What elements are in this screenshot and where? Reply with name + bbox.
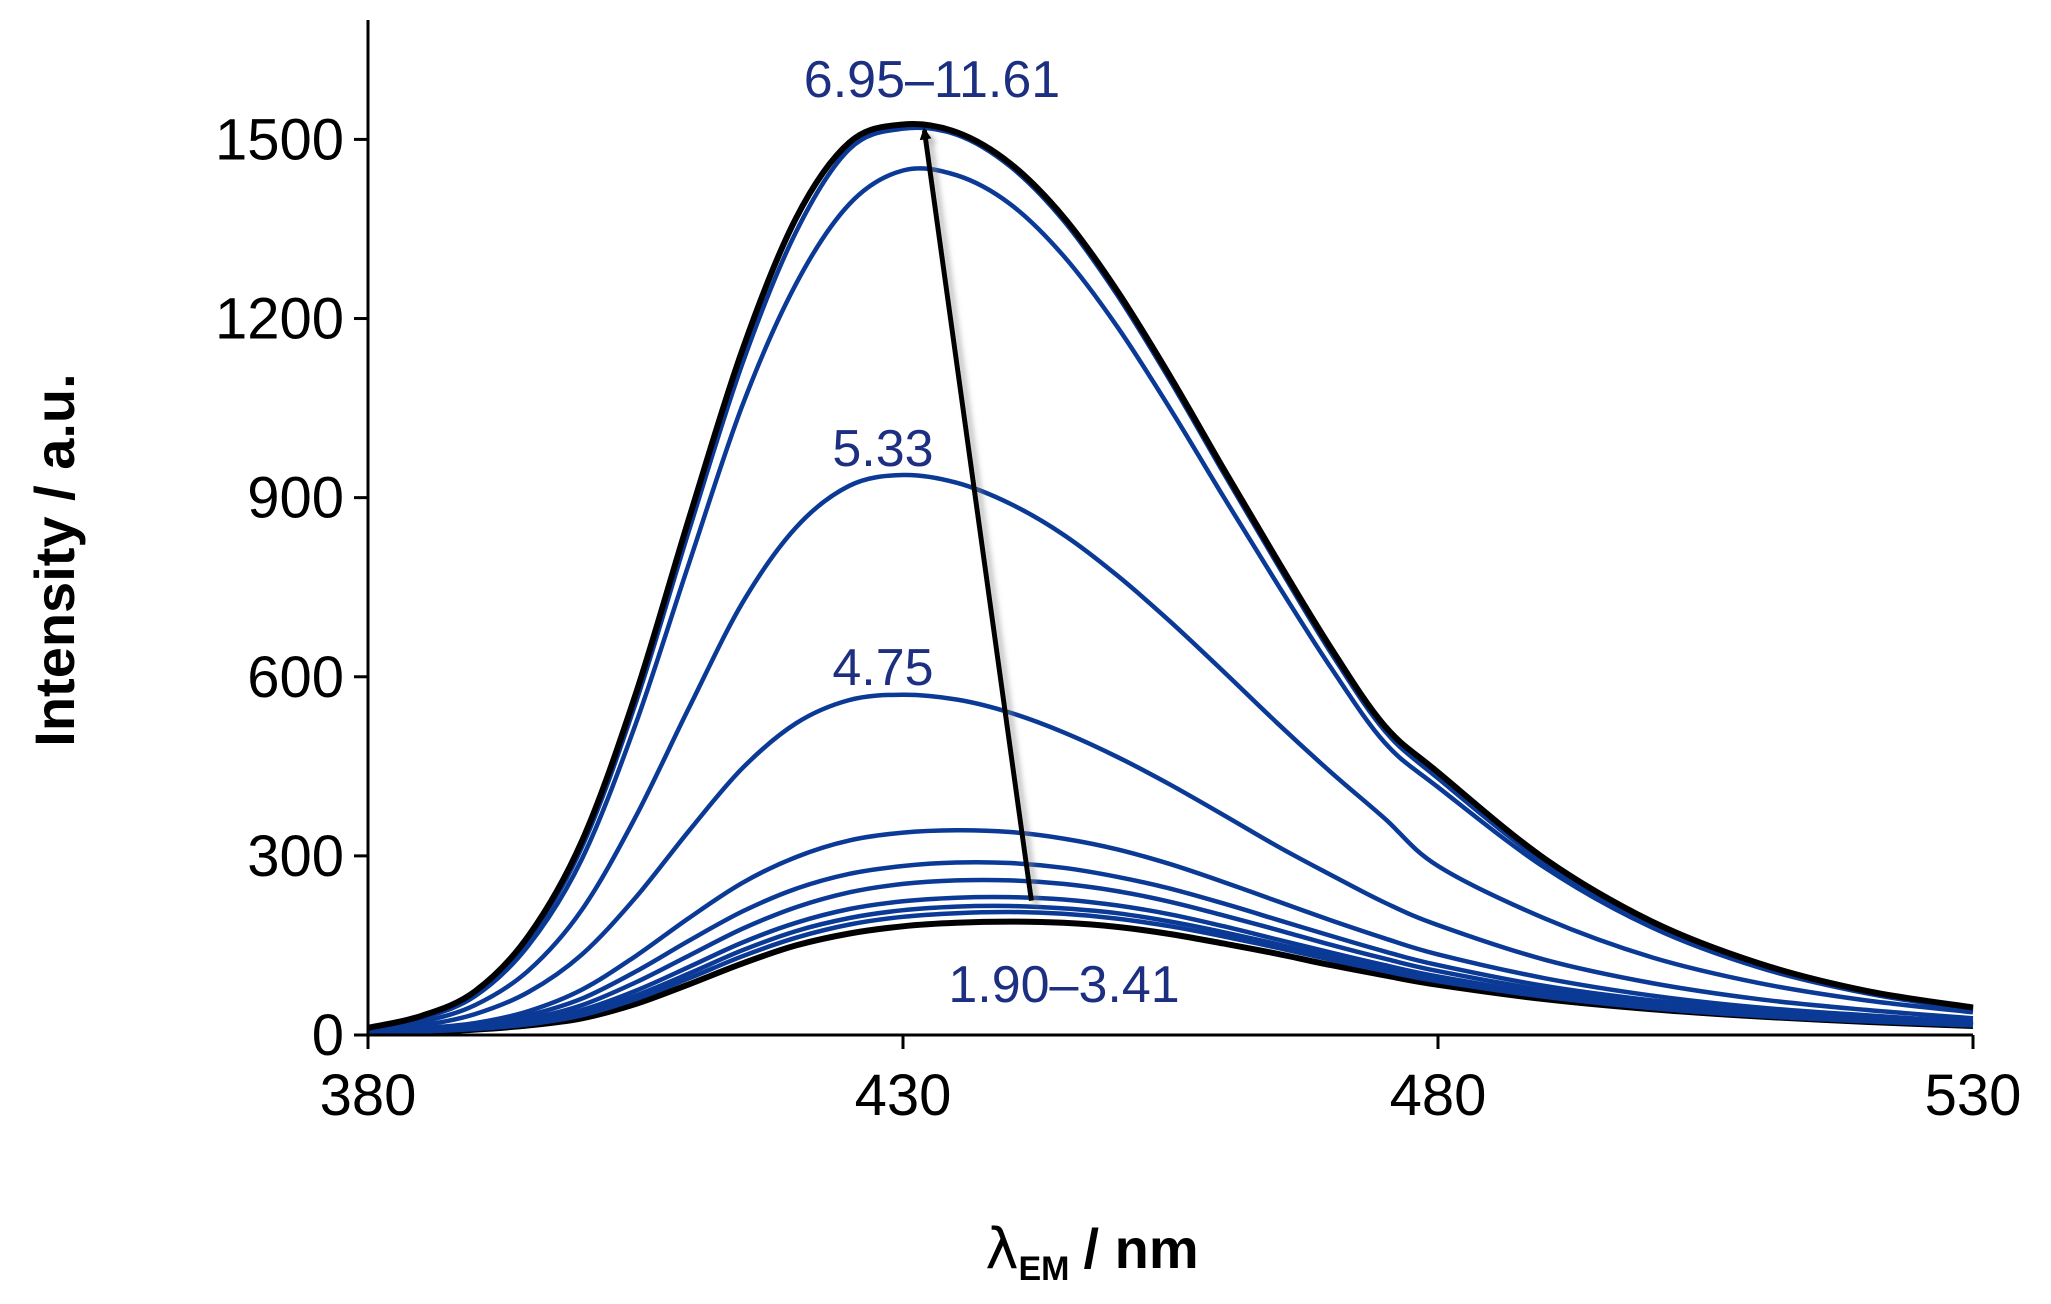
series-line-7 — [367, 692, 1974, 1034]
series-line-3 — [367, 894, 1974, 1036]
x-tick-label-430: 430 — [855, 1063, 952, 1128]
series-line-6 — [367, 827, 1974, 1035]
y-tick-label-1200: 1200 — [215, 287, 344, 352]
y-tick-label-300: 300 — [247, 824, 344, 889]
annotation-label-2: 4.75 — [832, 639, 933, 697]
axes-layer — [366, 20, 1973, 1037]
annotation-label-0: 6.95–11.61 — [804, 51, 1060, 109]
series-line-4 — [367, 877, 1974, 1035]
y-axis-title: Intensity / a.u. — [23, 373, 86, 746]
series-line-10 — [367, 125, 1974, 1031]
series-layer — [367, 121, 1974, 1037]
series-line-11 — [367, 121, 1974, 1031]
x-axis-title: λEM / nm — [985, 1217, 1198, 1288]
trend-arrow — [919, 127, 1034, 902]
x-axis-title-unit: / nm — [1084, 1217, 1199, 1280]
x-tick-label-480: 480 — [1390, 1063, 1487, 1128]
x-tick-label-530: 530 — [1925, 1063, 2022, 1128]
y-tick-label-900: 900 — [247, 466, 344, 531]
x-tick-label-380: 380 — [320, 1063, 417, 1128]
series-line-8 — [367, 472, 1974, 1033]
annotation-layer: 6.95–11.61 5.33 4.75 1.90–3.41 — [804, 51, 1180, 1014]
series-line-5 — [367, 859, 1974, 1035]
annotation-label-3: 1.90–3.41 — [948, 956, 1179, 1014]
x-axis-title-symbol: λ — [985, 1217, 1018, 1282]
x-axis-title-subscript: EM — [1019, 1250, 1070, 1288]
y-tick-label-600: 600 — [247, 645, 344, 710]
annotation-label-1: 5.33 — [832, 420, 933, 478]
series-line-9 — [367, 166, 1974, 1032]
y-tick-label-0: 0 — [312, 1003, 344, 1068]
y-tick-label-1500: 1500 — [215, 107, 344, 172]
ticks-layer: 0 300 600 900 1200 1500 380 430 480 530 — [215, 107, 2021, 1128]
